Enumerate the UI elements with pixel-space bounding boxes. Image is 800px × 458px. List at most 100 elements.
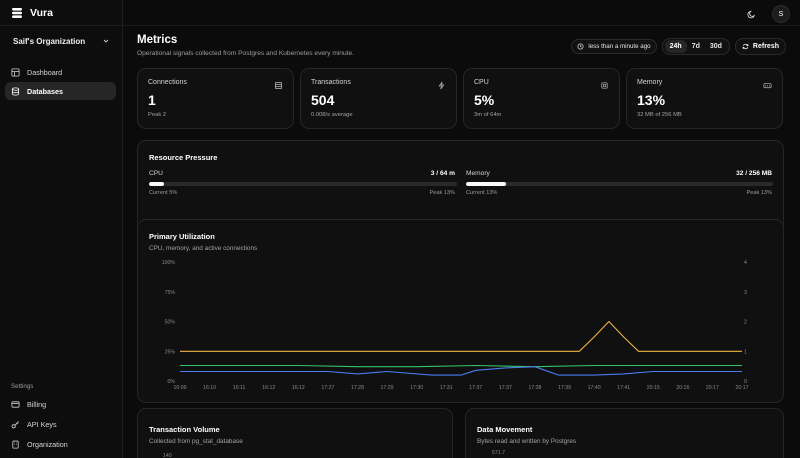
y-axis-tick-right: 4: [744, 260, 747, 266]
stat-title: Transactions: [311, 79, 351, 86]
y-axis-tick-left: 75%: [165, 290, 176, 296]
cpu-current: Current 5%: [149, 190, 178, 196]
y-tick-label: 571.7: [492, 450, 505, 456]
cpu-pressure-value: 3 / 64 m: [430, 170, 455, 177]
stat-value: 5%: [474, 92, 495, 108]
utilization-chart: 0% 25% 50% 75% 100% 0 1 2 3 4 16:09 16:10 16:11 16:12…: [162, 260, 749, 391]
stat-card-cpu: CPU 5% 3m of 64m: [463, 68, 620, 129]
series-line-2: [180, 366, 742, 376]
resource-pressure-card: Resource Pressure CPU 3 / 64 m Current 5…: [137, 140, 784, 234]
header-actions: S: [742, 5, 790, 23]
series-line-1: [180, 364, 742, 368]
x-axis-tick: 20:17: [736, 385, 749, 391]
transaction-volume-card: Transaction Volume Collected from pg_sta…: [137, 408, 453, 458]
building-icon: [12, 440, 19, 449]
x-axis-tick: 20:17: [706, 385, 719, 391]
x-axis-tick: 20:16: [676, 385, 689, 391]
memory-pressure-label: Memory: [466, 170, 490, 177]
credit-card-icon: [11, 401, 20, 408]
cpu-pressure-bar: [149, 182, 457, 186]
sidebar-item-label: API Keys: [27, 420, 57, 429]
metrics-controls: less than a minute ago 24h 7d 30d Refres…: [571, 38, 786, 55]
memory-pressure-fill: [466, 182, 506, 186]
sidebar-item-api-keys[interactable]: API Keys: [5, 415, 116, 434]
stat-title: Connections: [148, 79, 187, 86]
x-axis-tick: 20:15: [647, 385, 660, 391]
x-axis-tick: 16:12: [262, 385, 275, 391]
sidebar-item-label: Databases: [27, 86, 63, 96]
organization-name: Saif's Organization: [13, 36, 86, 46]
x-axis-tick: 16:11: [233, 385, 246, 391]
brand-name: Vura: [30, 7, 53, 19]
stat-value: 504: [311, 92, 335, 108]
key-icon: [11, 421, 19, 429]
sidebar-item-label: Organization: [27, 440, 68, 449]
database-icon: [11, 86, 20, 96]
y-axis-tick-left: 0%: [168, 379, 176, 385]
stat-title: CPU: [474, 79, 489, 86]
memory-current: Current 13%: [466, 190, 498, 196]
stat-card-connections: Connections 1 Peak 2: [137, 68, 294, 129]
cpu-pressure-label: CPU: [149, 170, 163, 177]
theme-toggle-button[interactable]: [742, 5, 760, 23]
section-subtitle: Collected from pg_stat_database: [149, 438, 243, 445]
memory-pressure-bar: [466, 182, 773, 186]
sidebar-item-dashboard[interactable]: Dashboard: [5, 63, 116, 81]
moon-icon: [747, 10, 755, 18]
clock-icon: [577, 43, 584, 50]
x-axis-tick: 17:40: [588, 385, 601, 391]
time-range-selector: 24h 7d 30d: [661, 38, 730, 55]
memory-pressure-value: 32 / 256 MB: [736, 170, 772, 177]
x-axis-tick: 17:28: [351, 385, 364, 391]
memory-icon: [763, 83, 772, 89]
primary-utilization-card: Primary Utilization CPU, memory, and act…: [137, 219, 784, 403]
y-axis-tick-right: 2: [744, 320, 747, 326]
section-title: Primary Utilization: [149, 232, 215, 241]
x-axis-tick: 16:10: [203, 385, 216, 391]
stat-card-memory: Memory 13% 32 MB of 256 MB: [626, 68, 783, 129]
x-axis-tick: 17:37: [469, 385, 482, 391]
y-axis-tick-left: 25%: [165, 349, 176, 355]
settings-nav: Billing API Keys Organization: [5, 395, 116, 455]
y-tick-label: 140: [163, 453, 172, 458]
section-title: Transaction Volume: [149, 425, 220, 434]
y-axis-tick-left: 50%: [165, 320, 176, 326]
x-axis-tick: 17:38: [528, 385, 541, 391]
memory-peak: Peak 13%: [746, 190, 773, 196]
range-24h-button[interactable]: 24h: [664, 40, 687, 53]
stat-subtext: 0.008/s average: [311, 112, 353, 118]
data-movement-card: Data Movement Bytes read and written by …: [465, 408, 784, 458]
activity-icon: [438, 81, 445, 90]
cpu-peak: Peak 13%: [429, 190, 456, 196]
x-axis-tick: 17:41: [617, 385, 630, 391]
database-icon: [274, 81, 283, 90]
range-30d-button[interactable]: 30d: [709, 43, 722, 50]
organization-select[interactable]: Saif's Organization: [9, 33, 113, 49]
cpu-icon: [601, 82, 608, 89]
avatar[interactable]: S: [772, 5, 790, 23]
stat-subtext: Peak 2: [148, 112, 167, 118]
section-subtitle: CPU, memory, and active connections: [149, 245, 258, 252]
x-axis-tick: 17:29: [381, 385, 394, 391]
range-7d-button[interactable]: 7d: [691, 43, 700, 50]
chevron-down-icon: [103, 39, 109, 43]
series-line-0: [180, 320, 742, 352]
stat-subtext: 32 MB of 256 MB: [637, 112, 682, 118]
x-axis-tick: 17:27: [321, 385, 334, 391]
sidebar-nav: Dashboard Databases: [5, 63, 116, 101]
refresh-label: Refresh: [752, 43, 779, 50]
sidebar-item-organization[interactable]: Organization: [5, 435, 116, 454]
x-axis-tick: 17:39: [558, 385, 571, 391]
last-updated-text: less than a minute ago: [588, 43, 651, 50]
stat-value: 13%: [637, 92, 666, 108]
sidebar-item-databases[interactable]: Databases: [5, 82, 116, 100]
brand[interactable]: Vura: [11, 6, 53, 20]
refresh-button[interactable]: Refresh: [734, 38, 786, 55]
section-title: Data Movement: [477, 425, 533, 434]
x-axis-tick: 16:12: [292, 385, 305, 391]
sidebar-item-billing[interactable]: Billing: [5, 395, 116, 414]
header-divider: [0, 25, 800, 26]
y-axis-tick-right: 3: [744, 290, 747, 296]
last-updated-badge: less than a minute ago: [571, 39, 657, 54]
